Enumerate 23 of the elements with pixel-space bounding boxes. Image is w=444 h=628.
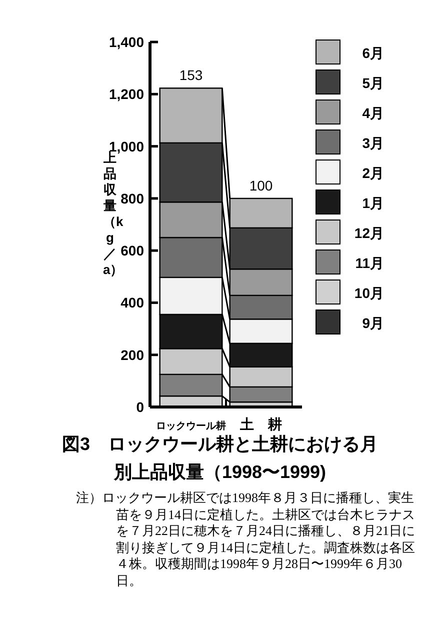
y-tick-label: 600 [120,242,144,259]
y-tick-label: 1,200 [108,86,144,102]
legend-label: 11月 [355,255,384,271]
legend-label: 10月 [354,285,384,301]
y-tick-label: 400 [120,294,144,311]
y-tick-label: 1,400 [108,34,144,50]
legend-label: 6月 [362,45,384,61]
legend-label: 5月 [362,75,384,91]
legend-label: 2月 [362,165,384,181]
legend-label: 9月 [362,315,384,331]
x-tick-label: ロックウール耕 [156,420,226,432]
legend-label: 3月 [362,135,384,151]
y-tick-label: 0 [136,399,144,415]
legend-label: 12月 [354,225,384,241]
text: 注）ロックウール耕区では1998年８月３日に播種し、実生苗を９月14日に定植した。土耕区では台木ヒラナスを７月22日に穂木を７月24日に播種し、８月21日に割り接ぎして９月14日に定植した。調査株数は各区４株。収穫期間は1998年９月28日〜1999年６月30日。 [76,490,416,589]
y-tick-label: 200 [120,346,144,363]
y-tick-label: 800 [120,190,144,206]
legend-label: 1月 [362,195,384,211]
legend-label: 4月 [362,105,384,121]
annotation: 153 [179,67,203,84]
x-tick-label: 土 耕 [239,416,282,432]
annotation: 100 [249,177,273,194]
text: 図3 ロックウール耕と土耕における月別上品収量（1998〜1999) [62,434,378,482]
